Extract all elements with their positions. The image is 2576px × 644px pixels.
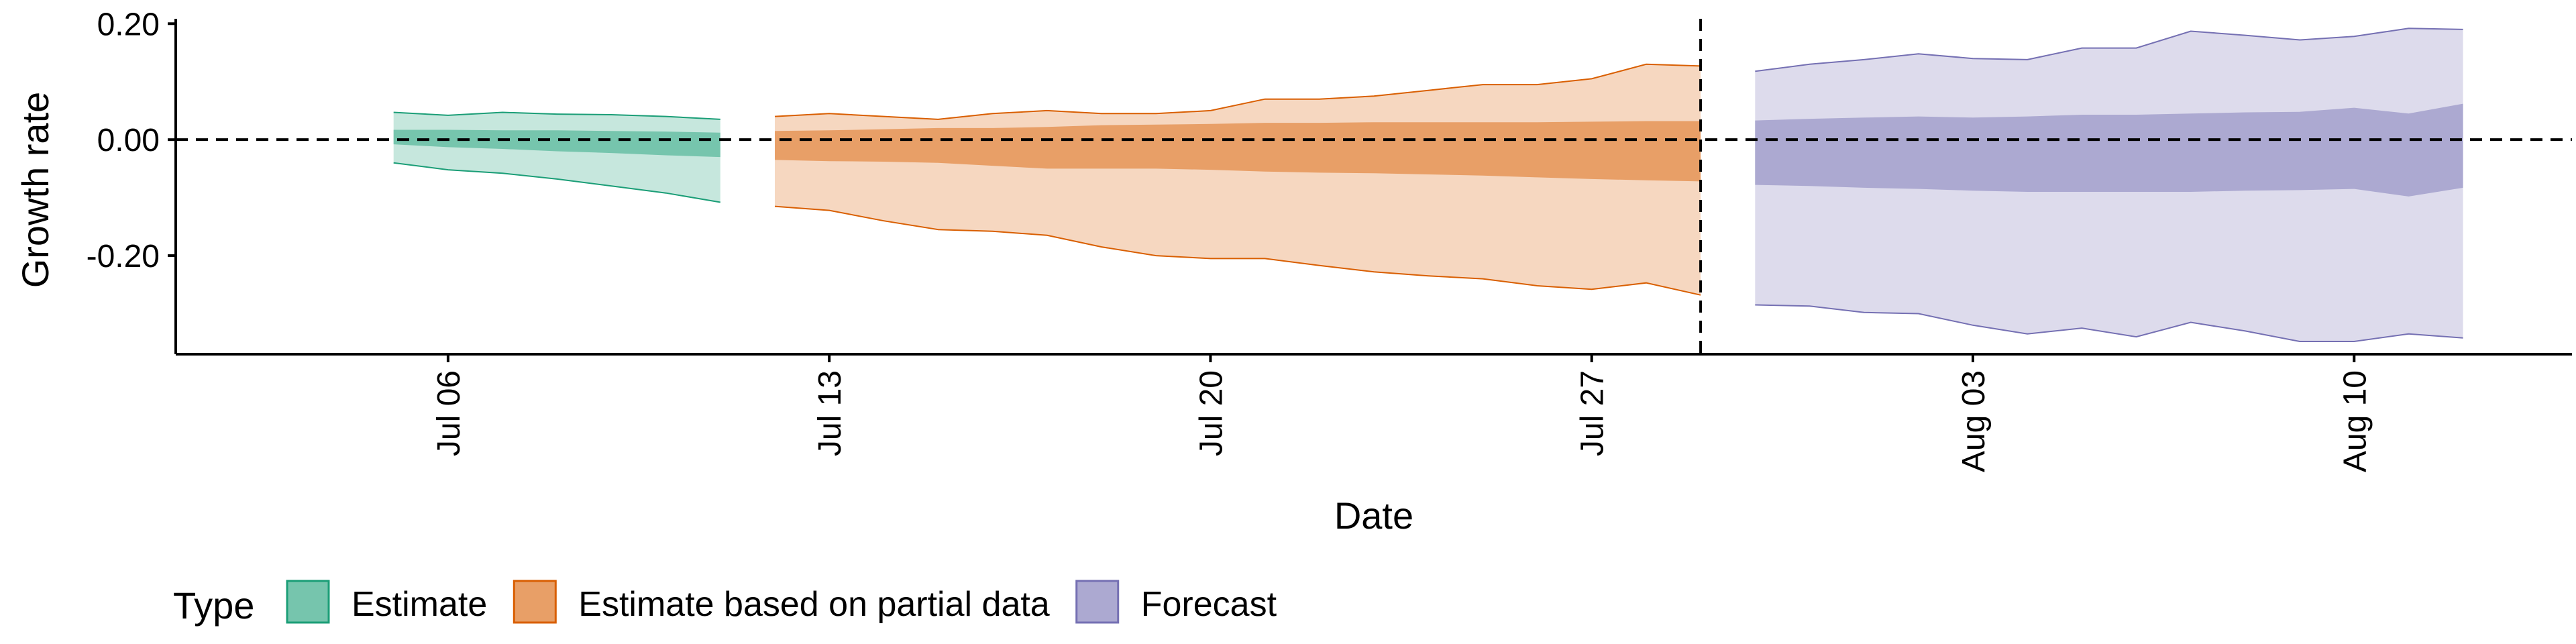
band-50-forecast xyxy=(1755,103,2463,197)
reference-lines xyxy=(176,19,2572,354)
band-90-estimate-based-on-partial-data xyxy=(775,64,1701,295)
band-90-upper-edge-estimate xyxy=(393,111,720,120)
band-90-lower-edge-estimate xyxy=(393,162,720,203)
y-tick-label: 0.20 xyxy=(97,7,160,42)
y-axis-title: Growth rate xyxy=(14,92,56,288)
x-tick-label: Jul 27 xyxy=(1575,370,1611,456)
x-tick-label: Aug 03 xyxy=(1956,370,1992,472)
legend-title: Type xyxy=(173,584,254,627)
legend-label: Estimate xyxy=(352,585,487,624)
legend-swatch xyxy=(286,580,330,624)
y-axis-ticks: 0.20 0.00 -0.20 xyxy=(87,7,176,274)
x-tick-label: Jul 20 xyxy=(1193,370,1229,456)
band-90-lower-edge-estimate-based-on-partial-data xyxy=(774,205,1701,296)
band-90-upper-edge-estimate-based-on-partial-data xyxy=(774,63,1701,120)
band-90-upper-edge-forecast xyxy=(1755,28,2463,72)
ribbon-layer xyxy=(393,28,2463,342)
x-tick-label: Jul 13 xyxy=(812,370,848,456)
x-axis-ticks: Jul 06 Jul 13 Jul 20 Jul 27 Aug 03 Aug 10 xyxy=(431,354,2373,472)
legend: Type Estimate Estimate based on partial d… xyxy=(173,580,1277,627)
legend-swatch xyxy=(513,580,557,624)
legend-label: Estimate based on partial data xyxy=(578,585,1050,624)
band-50-estimate xyxy=(393,129,720,158)
y-tick-label: -0.20 xyxy=(87,239,160,274)
x-tick-label: Aug 10 xyxy=(2337,370,2373,472)
legend-swatch xyxy=(1075,580,1120,624)
legend-items: Estimate Estimate based on partial data Fo… xyxy=(286,580,1277,624)
band-50-estimate-based-on-partial-data xyxy=(775,121,1701,182)
legend-label: Forecast xyxy=(1141,585,1277,624)
x-axis-title: Date xyxy=(1334,494,1413,537)
band-90-lower-edge-forecast xyxy=(1755,304,2463,342)
band-90-estimate xyxy=(393,112,720,203)
y-tick-label: 0.00 xyxy=(97,123,160,158)
axes xyxy=(174,19,2572,356)
x-tick-label: Jul 06 xyxy=(431,370,467,456)
